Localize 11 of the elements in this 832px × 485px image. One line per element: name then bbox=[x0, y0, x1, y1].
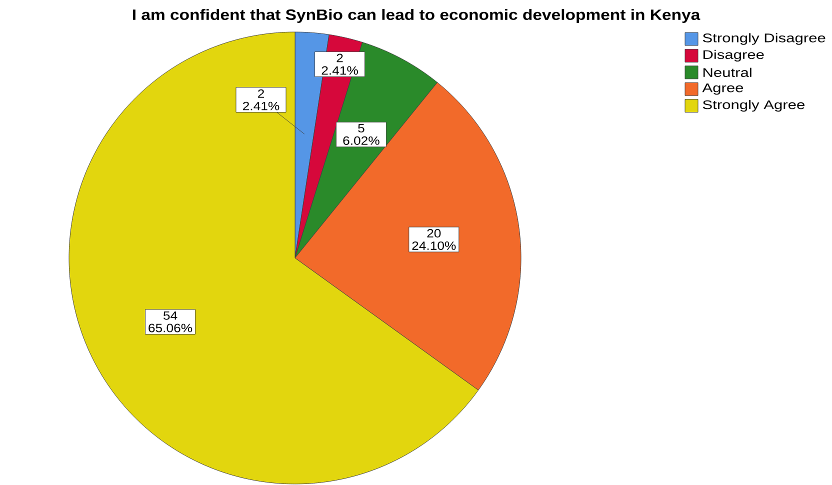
data-label: 2 2.41% bbox=[322, 54, 358, 75]
legend-label: Strongly Agree bbox=[702, 100, 804, 112]
data-label: 20 24.10% bbox=[412, 229, 456, 250]
legend-label: Neutral bbox=[703, 68, 752, 77]
chart-title: I am confident that SynBio can lead to economic development in Kenya bbox=[133, 9, 700, 23]
data-label: 5 6.02% bbox=[343, 124, 380, 145]
legend-label: Disagree bbox=[703, 50, 764, 62]
legend-label: Agree bbox=[702, 84, 744, 95]
data-label: 2 2.41% bbox=[243, 89, 280, 110]
data-label: 54 65.06% bbox=[148, 311, 192, 332]
legend-label: Strongly Disagree bbox=[702, 33, 826, 45]
